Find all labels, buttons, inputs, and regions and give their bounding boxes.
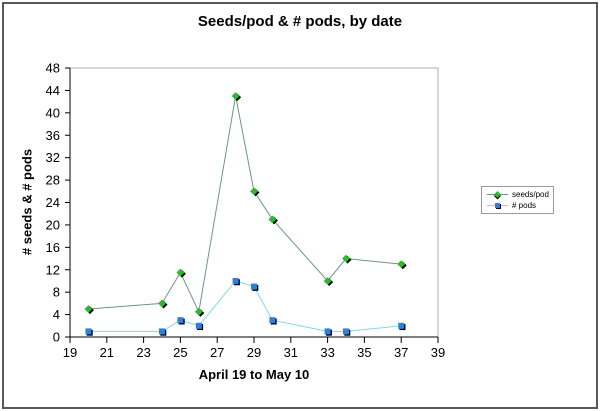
x-tick-label: 35 bbox=[357, 345, 371, 360]
pods-data-point bbox=[177, 317, 184, 324]
y-tick-label: 4 bbox=[53, 307, 60, 322]
x-tick-label: 25 bbox=[173, 345, 187, 360]
pods-data-point bbox=[232, 277, 239, 284]
x-tick-label: 33 bbox=[320, 345, 334, 360]
y-tick-label: 36 bbox=[46, 128, 60, 143]
y-tick-label: 20 bbox=[46, 217, 60, 232]
series-line-seeds-pod bbox=[88, 95, 402, 314]
y-tick-label: 16 bbox=[46, 240, 60, 255]
x-tick-label: 27 bbox=[210, 345, 224, 360]
y-tick-label: 12 bbox=[46, 262, 60, 277]
legend-label-pods: # pods bbox=[512, 201, 537, 210]
x-tick-label: 23 bbox=[136, 345, 150, 360]
pods-data-point bbox=[269, 317, 276, 324]
y-tick-label: 40 bbox=[46, 105, 60, 120]
y-tick-label: 24 bbox=[46, 195, 60, 210]
pods-data-point bbox=[85, 328, 92, 335]
pods-data-point bbox=[251, 283, 257, 290]
pods-swatch bbox=[487, 201, 508, 210]
pods-data-point bbox=[398, 322, 405, 329]
legend-item-seeds-pod: seeds/pod bbox=[487, 189, 549, 200]
y-tick-label: 32 bbox=[46, 150, 60, 165]
axis-lines bbox=[69, 68, 438, 338]
square-marker-icon bbox=[495, 203, 500, 208]
y-tick-label: 48 bbox=[46, 61, 60, 76]
x-tick-label: 31 bbox=[284, 345, 298, 360]
chart-title: Seeds/pod & # pods, by date bbox=[197, 13, 403, 30]
x-axis-title: April 19 to May 10 bbox=[198, 367, 310, 382]
y-tick-label: 8 bbox=[53, 285, 60, 300]
x-tick-label: 37 bbox=[394, 345, 408, 360]
x-tick-label: 39 bbox=[431, 345, 445, 360]
x-tick-label: 29 bbox=[247, 345, 261, 360]
pods-data-point bbox=[324, 328, 331, 335]
y-tick-label: 44 bbox=[46, 83, 60, 98]
seeds-pod-swatch bbox=[487, 190, 508, 199]
legend-item-pods: # pods bbox=[487, 200, 549, 211]
pods-data-point bbox=[343, 328, 349, 335]
y-tick-label: 0 bbox=[53, 330, 60, 345]
diamond-marker-icon bbox=[493, 190, 502, 199]
y-tick-label: 28 bbox=[46, 173, 60, 188]
series-line-pods bbox=[88, 280, 402, 332]
pods-data-point bbox=[159, 328, 165, 335]
plot-border bbox=[70, 67, 439, 337]
x-tick-label: 21 bbox=[100, 345, 114, 360]
pods-data-point bbox=[195, 322, 202, 329]
legend-label-seeds-pod: seeds/pod bbox=[512, 190, 549, 199]
legend: seeds/pod # pods bbox=[481, 186, 554, 214]
x-tick-label: 19 bbox=[63, 345, 77, 360]
